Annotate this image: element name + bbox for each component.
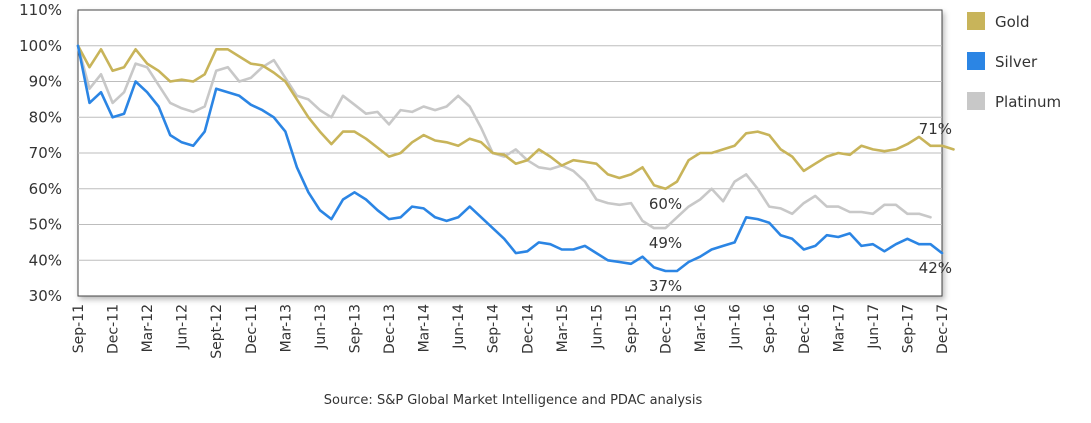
y-tick-label: 100% [19,37,62,55]
x-tick-label: Dec-15 [659,304,675,354]
x-tick-label: Jun-16 [728,304,744,350]
series-lines [76,44,955,273]
x-tick-label: Sep-16 [762,304,778,353]
x-tick-label: Sept-12 [209,304,225,359]
x-tick-label: Sep-14 [486,304,502,353]
legend-label-platinum: Platinum [995,93,1061,111]
x-tick-label: Dec-11 [106,304,122,354]
x-tick-label: Dec-16 [797,304,813,354]
x-tick-label: Mar-14 [417,304,433,352]
y-tick-label: 60% [29,180,62,198]
x-tick-label: Mar-16 [693,304,709,352]
legend-label-gold: Gold [995,13,1030,31]
x-axis: Sep-11 Dec-11 Mar-12 Jun-12 Sept-12 Dec-11 Mar… [71,304,951,359]
x-tick-label: Mar-12 [140,304,156,352]
y-tick-label: 70% [29,144,62,162]
y-tick-label: 30% [29,287,62,305]
x-tick-label: Mar-13 [278,304,294,352]
y-tick-label: 110% [19,1,62,19]
y-tick-label: 40% [29,251,62,269]
annotation-label: 42% [919,259,952,277]
annotations: 71% 52% 42% 60% 49% 37% [649,0,952,295]
x-tick-label: Jun-15 [589,304,605,350]
x-tick-label: Dec-14 [520,304,536,354]
source-note: Source: S&P Global Market Intelligence a… [324,393,703,408]
x-tick-label: Sep-13 [347,304,363,353]
x-tick-label: Sep-17 [900,304,916,353]
y-tick-label: 80% [29,108,62,126]
legend: Gold Silver Platinum [967,12,1061,111]
legend-label-silver: Silver [995,53,1038,71]
y-axis: 30% 40% 50% 60% 70% 80% 90% 100% 110% [19,1,62,305]
annotation-label: 71% [919,120,952,138]
gridlines [78,45,942,261]
x-tick-label: Dec-17 [935,304,951,354]
x-tick-label: Dec-13 [382,304,398,354]
x-tick-label: Sep-15 [624,304,640,353]
x-tick-label: Mar-15 [555,304,571,352]
legend-swatch-platinum [967,92,985,110]
series-line-gold [76,44,955,191]
y-tick-label: 50% [29,216,62,234]
legend-swatch-gold [967,12,985,30]
x-tick-label: Jun-13 [313,304,329,350]
legend-swatch-silver [967,52,985,70]
x-tick-label: Mar-17 [831,304,847,352]
series-line-platinum [76,44,932,230]
annotation-label: 60% [649,195,682,213]
x-tick-label: Jun-17 [866,304,882,350]
annotation-label: 37% [649,277,682,295]
annotation-label: 49% [649,234,682,252]
y-tick-label: 90% [29,73,62,91]
x-tick-label: Jun-14 [451,304,467,350]
annotation-label: 52% [919,0,952,4]
series-line-silver [76,44,944,273]
x-tick-label: Sep-11 [71,304,87,353]
x-tick-label: Jun-12 [175,304,191,350]
x-tick-label: Dec-11 [244,304,260,354]
